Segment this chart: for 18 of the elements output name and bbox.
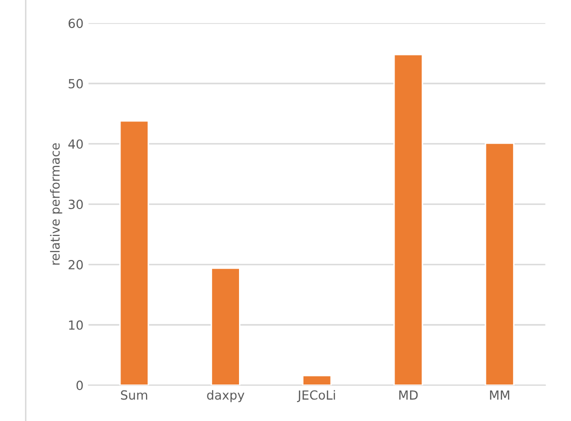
y-tick-label: 60: [68, 18, 83, 28]
y-tick-label: 30: [68, 200, 83, 210]
x-tick-label: JECoLi: [297, 390, 335, 402]
y-tick-label: 0: [76, 380, 83, 390]
bar: [393, 54, 424, 386]
bar: [119, 120, 150, 386]
y-tick-label: 20: [68, 260, 83, 270]
x-tick-label: Sum: [120, 390, 148, 400]
x-tick-label: MD: [399, 390, 418, 400]
y-axis-title: relative performace: [50, 143, 62, 265]
y-tick-label: 40: [68, 139, 83, 149]
y-tick-label: 50: [68, 78, 83, 88]
x-tick-label: MM: [490, 390, 510, 400]
bar: [302, 374, 332, 386]
bar: [210, 267, 240, 386]
x-tick-label: daxpy: [207, 390, 244, 402]
y-tick-label: 10: [69, 320, 83, 330]
bar: [484, 142, 514, 386]
